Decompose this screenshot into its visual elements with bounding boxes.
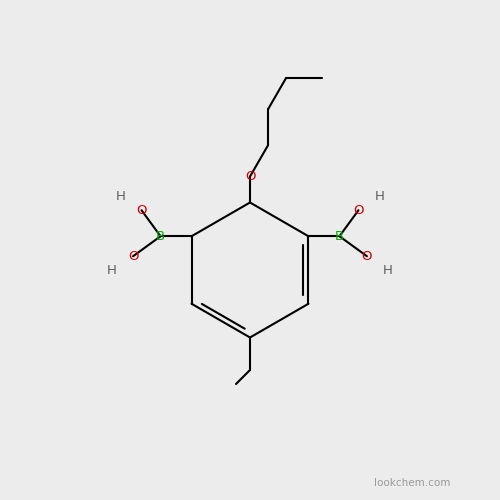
Text: O: O xyxy=(245,170,256,183)
Text: O: O xyxy=(128,250,138,263)
Text: B: B xyxy=(156,230,165,243)
Text: H: H xyxy=(383,264,393,277)
Text: H: H xyxy=(107,264,117,277)
Text: H: H xyxy=(116,190,126,203)
Text: O: O xyxy=(136,204,147,217)
Text: O: O xyxy=(362,250,372,263)
Text: H: H xyxy=(374,190,384,203)
Text: B: B xyxy=(335,230,344,243)
Text: lookchem.com: lookchem.com xyxy=(374,478,450,488)
Text: O: O xyxy=(353,204,364,217)
